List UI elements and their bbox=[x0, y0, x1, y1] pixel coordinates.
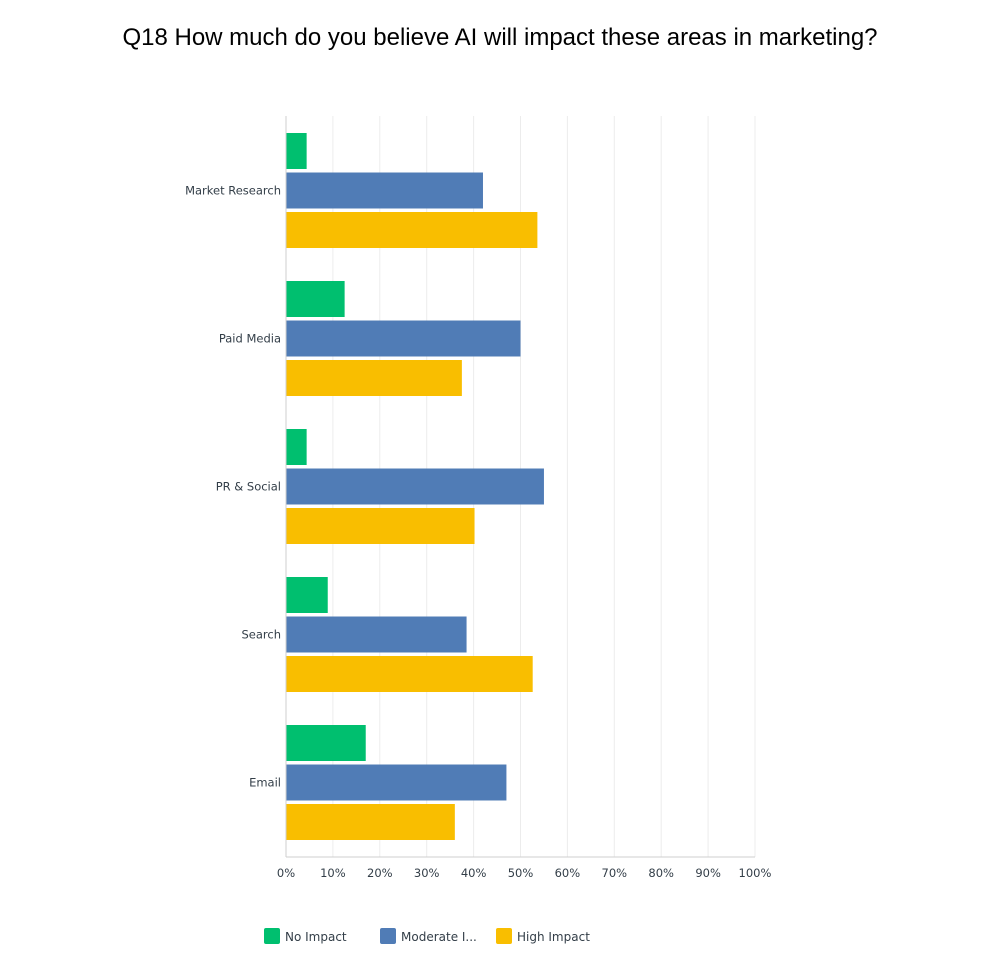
tick-label: 60% bbox=[555, 866, 581, 880]
bar bbox=[286, 172, 483, 209]
axes bbox=[285, 116, 755, 858]
tick-label: 80% bbox=[648, 866, 674, 880]
category-label: Search bbox=[241, 628, 281, 642]
category-labels: Market Research Paid Media PR & Social Sear… bbox=[185, 184, 281, 790]
legend-label: No Impact bbox=[285, 930, 347, 944]
bar bbox=[286, 429, 307, 465]
tick-labels: 0% 10% 20% 30% 40% 50% 60% 70% 80% 90% 100% bbox=[277, 866, 772, 880]
bar bbox=[286, 804, 455, 840]
bar bbox=[286, 764, 507, 801]
tick-label: 50% bbox=[508, 866, 534, 880]
legend-swatch bbox=[264, 928, 280, 944]
bar bbox=[286, 212, 538, 248]
bar bbox=[286, 577, 328, 613]
bar bbox=[286, 281, 345, 317]
tick-label: 40% bbox=[461, 866, 487, 880]
bar bbox=[286, 616, 467, 653]
tick-label: 70% bbox=[602, 866, 628, 880]
legend-label: High Impact bbox=[517, 930, 590, 944]
bar bbox=[286, 656, 533, 692]
legend-swatch bbox=[496, 928, 512, 944]
tick-label: 100% bbox=[739, 866, 772, 880]
category-label: Market Research bbox=[185, 184, 281, 198]
legend: No Impact Moderate I... High Impact bbox=[264, 928, 590, 944]
bar bbox=[286, 133, 307, 169]
tick-label: 90% bbox=[695, 866, 721, 880]
bar bbox=[286, 725, 366, 761]
bar bbox=[286, 508, 475, 544]
tick-label: 10% bbox=[320, 866, 346, 880]
category-label: Email bbox=[249, 776, 281, 790]
bars bbox=[286, 133, 544, 840]
category-label: Paid Media bbox=[219, 332, 281, 346]
bar bbox=[286, 468, 544, 505]
tick-label: 0% bbox=[277, 866, 295, 880]
tick-label: 30% bbox=[414, 866, 440, 880]
legend-swatch bbox=[380, 928, 396, 944]
category-label: PR & Social bbox=[216, 480, 281, 494]
bar bbox=[286, 360, 462, 396]
tick-label: 20% bbox=[367, 866, 393, 880]
bar bbox=[286, 320, 521, 357]
chart-title: Q18 How much do you believe AI will impa… bbox=[122, 24, 878, 51]
legend-label: Moderate I... bbox=[401, 930, 477, 944]
